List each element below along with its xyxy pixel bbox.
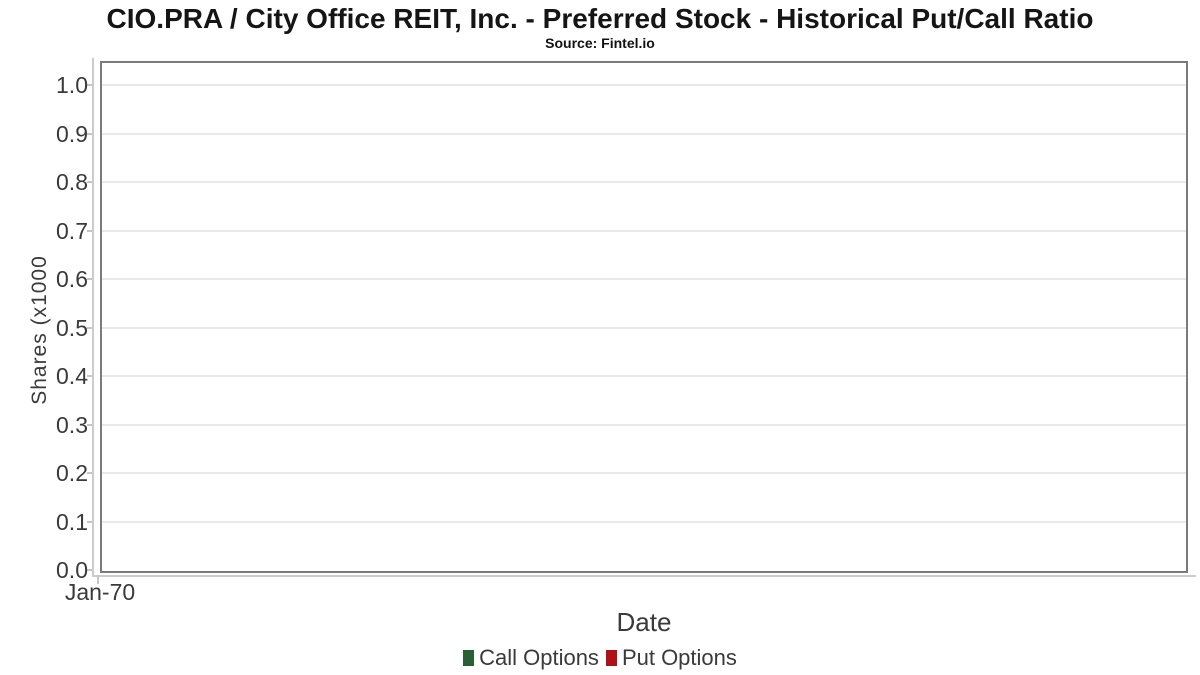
y-tick-label: 0.0 xyxy=(56,557,88,583)
y-axis-line xyxy=(92,58,94,577)
y-tick-mark xyxy=(87,423,92,426)
y-tick-label: 0.4 xyxy=(56,363,88,389)
legend-marker-icon xyxy=(605,650,617,666)
gridline xyxy=(102,326,1186,329)
y-tick-label: 0.8 xyxy=(56,169,88,195)
legend-item-put-options[interactable]: Put Options xyxy=(605,645,737,671)
gridline xyxy=(102,229,1186,232)
chart-source-subtitle: Source: Fintel.io xyxy=(545,35,655,51)
gridline xyxy=(102,472,1186,474)
y-tick-mark xyxy=(87,229,92,232)
gridline xyxy=(102,423,1186,426)
legend-label: Put Options xyxy=(621,645,737,670)
gridline xyxy=(102,520,1186,523)
gridline xyxy=(102,375,1186,377)
legend-label: Call Options xyxy=(479,645,599,670)
y-tick-mark xyxy=(87,326,92,329)
x-axis-line xyxy=(92,575,1196,577)
y-tick-label: 0.9 xyxy=(56,120,88,147)
y-tick-label: 0.2 xyxy=(56,460,88,486)
y-tick-label: 1.0 xyxy=(56,72,88,98)
x-axis-label: Date xyxy=(616,607,672,637)
y-tick-mark xyxy=(87,472,92,474)
y-tick-mark xyxy=(87,375,92,377)
chart-title: CIO.PRA / City Office REIT, Inc. - Prefe… xyxy=(106,3,1094,34)
y-tick-mark xyxy=(87,132,92,135)
gridline xyxy=(102,181,1186,183)
gridline xyxy=(102,84,1186,86)
y-axis-label: Shares (x1000 xyxy=(28,255,51,405)
y-tick-mark xyxy=(87,278,92,280)
gridline xyxy=(102,278,1186,280)
y-tick-label: 0.6 xyxy=(56,266,88,292)
y-tick-mark xyxy=(87,181,92,183)
y-tick-mark xyxy=(87,520,92,523)
y-tick-label: 0.5 xyxy=(56,314,88,341)
y-tick-mark xyxy=(87,84,92,86)
x-tick-label: Jan-70 xyxy=(64,579,136,605)
plot-area xyxy=(100,61,1188,573)
y-tick-label: 0.3 xyxy=(56,411,88,438)
legend-marker-icon xyxy=(463,650,475,666)
y-tick-label: 0.1 xyxy=(56,508,88,535)
y-tick-mark xyxy=(87,569,92,571)
gridline xyxy=(102,132,1186,135)
x-tick-mark xyxy=(97,575,99,584)
legend: Call Options Put Options xyxy=(0,645,1200,671)
legend-item-call-options[interactable]: Call Options xyxy=(463,645,599,671)
y-tick-label: 0.7 xyxy=(56,217,88,244)
